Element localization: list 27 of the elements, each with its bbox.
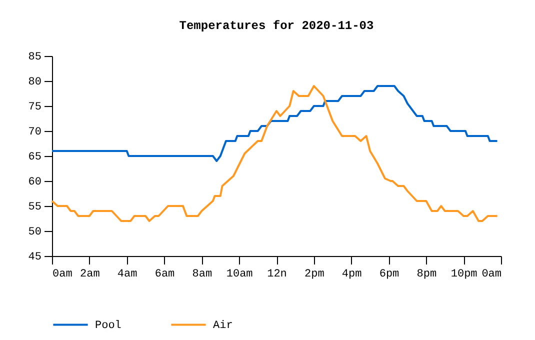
chart-title: Temperatures for 2020-11-03 [179, 19, 374, 33]
legend-label: Pool [95, 320, 122, 332]
legend-label: Air [213, 320, 233, 332]
x-tick-label: 6am [154, 268, 176, 280]
y-tick-label: 55 [28, 202, 42, 214]
y-tick-label: 80 [28, 76, 42, 88]
x-tick-label: 0am [482, 268, 502, 280]
x-tick-label: 8pm [416, 268, 437, 280]
x-tick-label: 10pm [450, 268, 478, 280]
y-tick-label: 65 [28, 152, 42, 164]
x-tick-label: 12n [267, 268, 287, 280]
y-tick-label: 45 [28, 252, 42, 264]
x-tick-label: 6pm [379, 268, 400, 280]
x-tick-label: 2am [80, 268, 100, 280]
y-tick-label: 50 [28, 226, 42, 238]
x-tick-label: 0am [52, 268, 73, 280]
x-tick-label: 2pm [304, 268, 325, 280]
line-series [51, 85, 498, 222]
x-tick-label: 4am [117, 268, 138, 280]
x-tick-label: 10am [226, 268, 254, 280]
y-tick-label: 70 [28, 126, 42, 138]
x-tick-label: 4pm [342, 268, 362, 280]
y-tick-label: 75 [28, 102, 42, 114]
y-tick-label: 60 [28, 176, 42, 188]
y-tick-label: 85 [28, 52, 42, 64]
line-series [51, 85, 498, 162]
x-tick-label: 8am [192, 268, 212, 280]
